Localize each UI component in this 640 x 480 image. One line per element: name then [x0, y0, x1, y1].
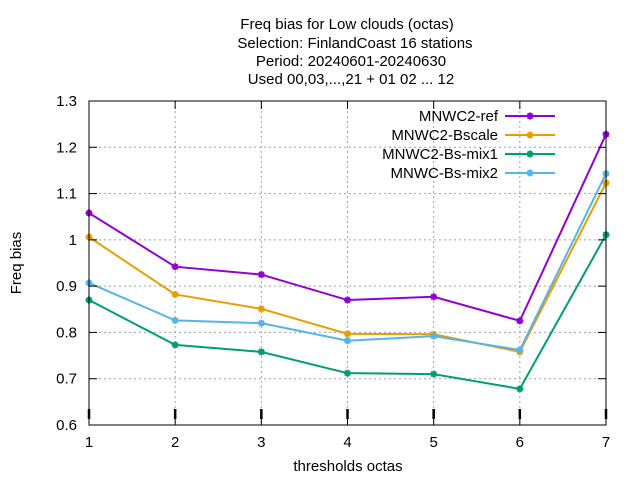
legend-item: MNWC2-ref: [419, 108, 555, 125]
y-tick-label: 1.1: [56, 186, 77, 203]
series-point-d2: [344, 369, 351, 377]
series-point-d2: [430, 370, 437, 378]
y-tick-label: 0.8: [56, 324, 77, 341]
series-point-d2: [430, 332, 437, 340]
series-point-d2: [516, 317, 524, 325]
y-tick-label: 0.7: [56, 371, 77, 388]
x-tick-label: 2: [171, 434, 179, 451]
title-line-4: Used 00,03,...,21 + 01 02 ... 12: [248, 71, 454, 88]
legend-label: MNWC2-Bs-mix1: [382, 146, 498, 163]
series-layer: [85, 130, 610, 393]
y-tick-label: 0.9: [56, 278, 77, 295]
series-2: [85, 231, 610, 393]
y-tick-label: 0.6: [56, 417, 77, 434]
x-tick-label: 4: [343, 434, 351, 451]
x-tick-label: 3: [257, 434, 265, 451]
series-point-d2: [430, 293, 437, 300]
y-axis-label: Freq bias: [8, 232, 25, 295]
title-line-3: Period: 20240601-20240630: [256, 53, 446, 70]
series-point-d2: [516, 346, 524, 354]
x-tick-label: 5: [429, 434, 437, 451]
legend-label: MNWC2-ref: [419, 108, 499, 125]
x-axis-label: thresholds octas: [293, 458, 402, 475]
series-point-d2: [171, 291, 179, 298]
legend-item: MNWC2-Bs-mix1: [382, 146, 555, 163]
chart-title: Freq bias for Low clouds (octas) Selecti…: [237, 16, 472, 88]
x-tick-label: 7: [602, 434, 610, 451]
legend-marker-d2: [526, 150, 534, 158]
series-point-d2: [258, 305, 265, 313]
legend-label: MNWC-Bs-mix2: [391, 165, 498, 182]
legend-item: MNWC2-Bscale: [391, 127, 555, 144]
series-3: [85, 170, 610, 354]
y-tick-label: 1: [69, 232, 77, 249]
series-point-d2: [258, 319, 265, 327]
legend-label: MNWC2-Bscale: [391, 127, 498, 144]
x-tick-label: 6: [516, 434, 524, 451]
series-point-d2: [344, 296, 351, 304]
legend-item: MNWC-Bs-mix2: [391, 165, 555, 182]
legend-marker-d2: [526, 112, 534, 120]
series-point-d2: [258, 271, 265, 278]
y-tick-label: 1.2: [56, 139, 77, 156]
legend: MNWC2-ref MNWC2-Bscale MNWC2-Bs-mix1 MNWC-B…: [382, 108, 555, 182]
title-line-1: Freq bias for Low clouds (octas): [240, 16, 453, 33]
title-line-2: Selection: FinlandCoast 16 stations: [237, 35, 472, 52]
series-point-d2: [258, 348, 265, 356]
y-tick-label: 1.3: [56, 93, 77, 110]
legend-marker-d2: [526, 169, 534, 177]
series-point-d2: [516, 385, 524, 393]
series-0: [85, 130, 610, 325]
series-point-d2: [171, 263, 179, 270]
series-point-d2: [171, 341, 179, 349]
x-tick-label: 1: [85, 434, 93, 451]
series-point-d2: [344, 330, 351, 338]
legend-marker-d2: [526, 131, 534, 139]
series-point-d2: [344, 337, 351, 344]
series-point-d2: [171, 317, 179, 324]
axis-ticks: 0.6 0.7 0.8 0.9 1 1.1 1.2 1.3 1 2 3 4 5 6 7: [56, 93, 610, 451]
grid: [89, 101, 606, 425]
